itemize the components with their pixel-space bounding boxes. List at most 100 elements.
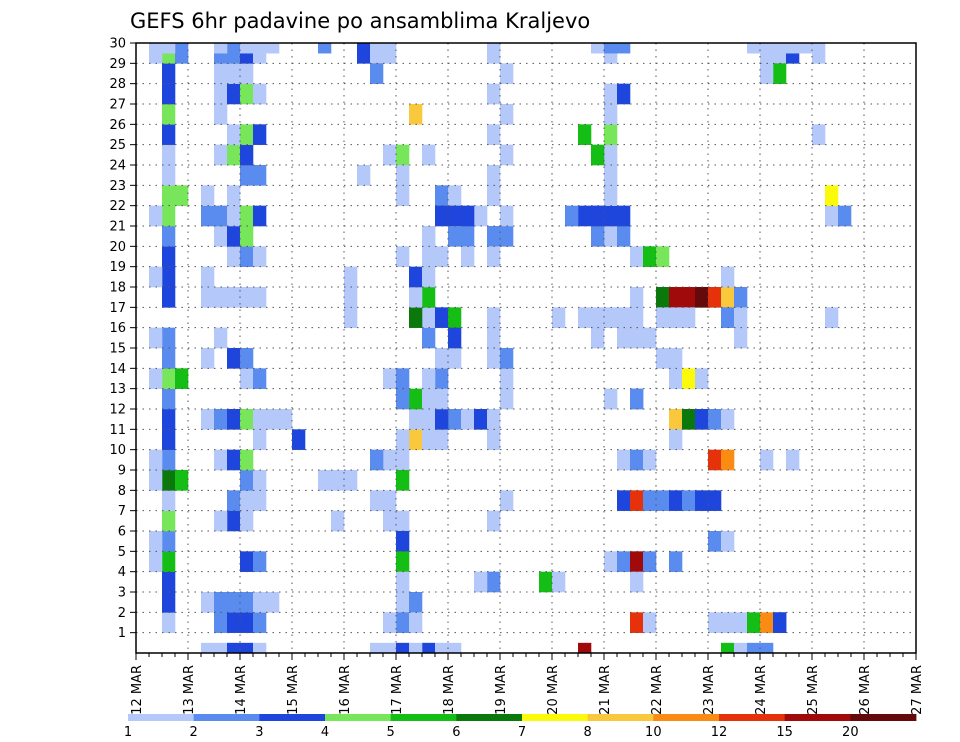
heatmap-cell: [435, 388, 449, 410]
heatmap-cell: [448, 642, 462, 654]
x-tick-label: 12 MAR: [130, 665, 145, 715]
heatmap-cell: [669, 551, 683, 572]
heatmap-cell: [617, 307, 631, 328]
heatmap-cell: [669, 409, 683, 430]
heatmap-cell: [227, 185, 241, 206]
heatmap-cell: [214, 63, 228, 84]
y-tick-label: 7: [118, 504, 126, 519]
heatmap-cell: [162, 571, 176, 593]
heatmap-cell: [253, 165, 267, 186]
y-tick-label: 18: [109, 281, 126, 296]
y-tick-label: 25: [109, 138, 126, 153]
heatmap-cell: [760, 642, 774, 654]
heatmap-cell: [396, 551, 410, 572]
heatmap-cell: [721, 642, 735, 654]
heatmap-cell: [812, 124, 826, 145]
x-tick-label: 22 MAR: [650, 665, 665, 715]
heatmap-cell: [786, 43, 800, 54]
heatmap-cell: [448, 409, 462, 430]
heatmap-cell: [552, 571, 566, 593]
heatmap-cell: [695, 368, 709, 389]
heatmap-cell: [487, 43, 501, 54]
y-tick-label: 29: [109, 57, 126, 72]
heatmap-cell: [435, 368, 449, 389]
heatmap-cell: [227, 348, 241, 369]
heatmap-cell: [695, 490, 709, 511]
heatmap-cell: [253, 592, 267, 613]
heatmap-cell: [617, 83, 631, 105]
heatmap-cell: [422, 429, 436, 450]
heatmap-cell: [240, 83, 254, 105]
heatmap-cell: [630, 490, 644, 511]
heatmap-cell: [240, 470, 254, 491]
heatmap-cell: [396, 185, 410, 206]
heatmap-cell: [721, 409, 735, 430]
heatmap-cell: [162, 144, 176, 166]
heatmap-cell: [149, 368, 163, 389]
heatmap-cell: [201, 205, 215, 227]
heatmap-cell: [474, 205, 488, 227]
heatmap-cell: [240, 205, 254, 227]
heatmap-cell: [240, 592, 254, 613]
heatmap-cell: [162, 470, 176, 491]
heatmap-cell: [708, 490, 722, 511]
heatmap-cell: [825, 185, 839, 206]
heatmap-cell: [162, 246, 176, 267]
heatmap-cell: [214, 510, 228, 532]
heatmap-cell: [617, 226, 631, 247]
heatmap-cell: [227, 205, 241, 227]
heatmap-cell: [227, 226, 241, 247]
heatmap-cell: [838, 205, 852, 227]
heatmap-cell: [539, 571, 553, 593]
heatmap-cell: [214, 449, 228, 471]
heatmap-cell: [149, 266, 163, 288]
heatmap-cell: [708, 287, 722, 308]
heatmap-cell: [396, 449, 410, 471]
heatmap-cell: [487, 83, 501, 105]
heatmap-cell: [227, 124, 241, 145]
heatmap-cell: [487, 226, 501, 247]
colorbar-label: 2: [190, 725, 198, 740]
heatmap-cell: [656, 348, 670, 369]
heatmap-cell: [331, 510, 345, 532]
heatmap-cell: [682, 409, 696, 430]
heatmap-cell: [448, 185, 462, 206]
x-tick-label: 25 MAR: [806, 665, 821, 715]
heatmap-cell: [448, 205, 462, 227]
heatmap-cell: [396, 165, 410, 186]
heatmap-cell: [487, 348, 501, 369]
heatmap-cell: [448, 307, 462, 328]
heatmap-cell: [487, 409, 501, 430]
heatmap-cell: [604, 124, 618, 145]
colorbar-swatch: [522, 714, 589, 721]
heatmap-cell: [227, 409, 241, 430]
x-tick-label: 26 MAR: [858, 665, 873, 715]
heatmap-cell: [422, 144, 436, 166]
heatmap-cell: [487, 327, 501, 349]
heatmap-cell: [656, 287, 670, 308]
y-tick-label: 24: [109, 159, 126, 174]
heatmap-cell: [422, 368, 436, 389]
heatmap-cell: [162, 409, 176, 430]
heatmap-cell: [643, 449, 657, 471]
colorbar-legend: 1 2 3 4 5 6 7 8 10 12 15 20: [124, 714, 917, 740]
heatmap-cell: [734, 612, 748, 633]
heatmap-cell: [422, 226, 436, 247]
heatmap-cell: [734, 287, 748, 308]
y-tick-label: 23: [109, 179, 126, 194]
heatmap-cell: [253, 429, 267, 450]
heatmap-cell: [240, 348, 254, 369]
heatmap-cell: [630, 612, 644, 633]
heatmap-cell: [149, 205, 163, 227]
heatmap-cell: [604, 226, 618, 247]
heatmap-cell: [396, 144, 410, 166]
heatmap-cell: [487, 246, 501, 267]
heatmap-cell: [708, 612, 722, 633]
heatmap-cell: [149, 327, 163, 349]
y-tick-label: 1: [118, 626, 126, 641]
heatmap-cell: [500, 104, 514, 125]
y-tick-label: 4: [118, 565, 126, 580]
heatmap-cell: [474, 571, 488, 593]
heatmap-cell: [617, 327, 631, 349]
heatmap-cell: [162, 124, 176, 145]
